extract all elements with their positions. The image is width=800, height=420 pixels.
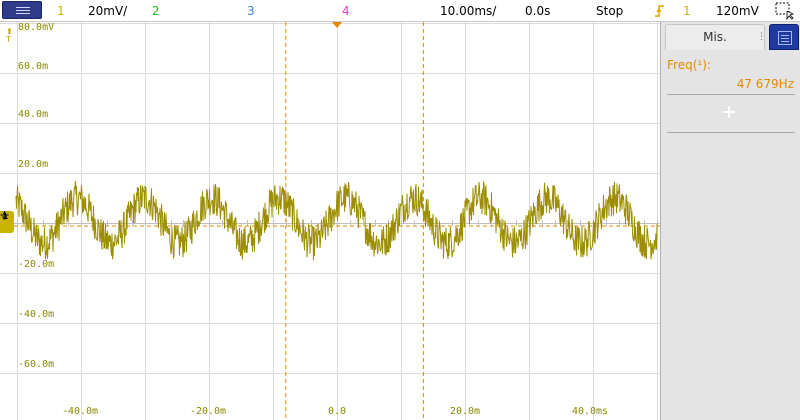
trigger-edge-icon[interactable] xyxy=(654,3,666,19)
tab-measurements[interactable] xyxy=(769,24,799,50)
ground-icon xyxy=(0,211,9,220)
waveform-display[interactable]: ⬆ T 80.0mV 60.0m 40.0m 20.0m -20.0m -40.… xyxy=(0,22,660,420)
frequency-measurement-value: 47 679Hz xyxy=(736,77,794,91)
y-tick-label: -40.0m xyxy=(18,309,55,320)
channel-4-label[interactable]: 4 xyxy=(342,4,350,18)
trigger-level[interactable]: 120mV xyxy=(716,4,759,18)
channel-2-label[interactable]: 2 xyxy=(152,4,160,18)
trigger-channel[interactable]: 1 xyxy=(683,4,691,18)
tab-misc-label: Mis. xyxy=(703,30,727,44)
x-tick-label: 20.0m xyxy=(449,406,481,417)
channel-1-label[interactable]: 1 xyxy=(57,4,65,18)
channel-3-label[interactable]: 3 xyxy=(247,4,255,18)
tab-overflow-icon[interactable]: ⋮⋮ xyxy=(757,32,774,42)
graticule xyxy=(0,22,660,420)
x-tick-label: 0.0 xyxy=(327,406,347,417)
x-tick-label: -20.0m xyxy=(189,406,227,417)
time-delay[interactable]: 0.0s xyxy=(525,4,551,18)
trigger-position-marker[interactable] xyxy=(332,22,342,28)
channel-1-scale[interactable]: 20mV/ xyxy=(88,4,128,18)
tab-misc[interactable]: Mis. xyxy=(665,24,765,50)
list-icon xyxy=(778,31,792,45)
y-tick-label: 40.0m xyxy=(18,109,49,120)
x-tick-label: 40.0ms xyxy=(571,406,609,417)
menu-icon xyxy=(16,7,30,14)
channel-1-trace xyxy=(15,180,658,261)
y-tick-label: -60.0m xyxy=(18,359,55,370)
run-state[interactable]: Stop xyxy=(596,4,624,18)
y-tick-label: 80.0mV xyxy=(18,22,55,33)
frequency-measurement-label[interactable]: Freq(¹): xyxy=(667,58,711,72)
zoom-select-icon[interactable] xyxy=(775,2,795,20)
channel-1-ground-marker[interactable]: 1 xyxy=(0,211,14,233)
status-bar: 1 20mV/ 2 3 4 10.00ms/ 0.0s Stop 1 120mV xyxy=(0,0,800,22)
trigger-level-marker-label: T xyxy=(6,35,11,44)
y-tick-label: 20.0m xyxy=(18,159,49,170)
trigger-level-arrow: ⬆ xyxy=(6,27,13,36)
measurements-panel: Mis. ⋮⋮ Freq(¹): 47 679Hz xyxy=(660,22,800,420)
divider xyxy=(667,94,795,95)
trigger-level-marker[interactable]: ⬆ T xyxy=(6,28,13,44)
y-tick-label: 60.0m xyxy=(18,61,49,72)
y-tick-label: -20.0m xyxy=(18,259,55,270)
menu-button[interactable] xyxy=(2,1,42,19)
x-tick-label: -40.0m xyxy=(61,406,99,417)
plus-icon[interactable] xyxy=(721,104,737,120)
divider xyxy=(667,132,795,133)
time-scale[interactable]: 10.00ms/ xyxy=(440,4,497,18)
